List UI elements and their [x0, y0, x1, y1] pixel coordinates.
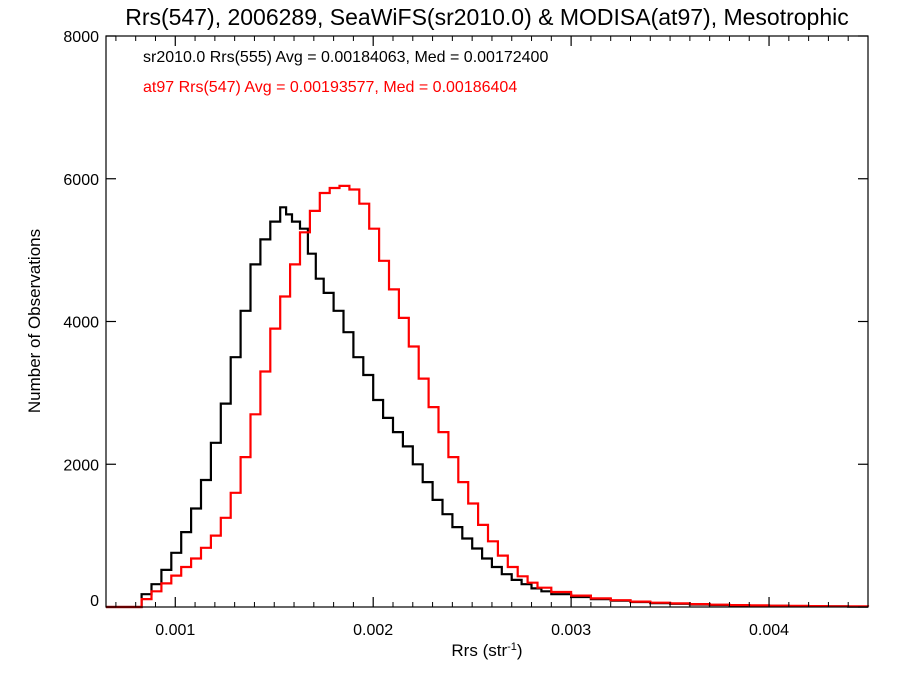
- x-tick-label: 0.003: [551, 622, 591, 639]
- x-axis-label: Rrs (str-1): [451, 641, 522, 660]
- series-layer: [106, 184, 870, 609]
- y-tick-label: 8000: [63, 29, 99, 46]
- x-axis-ticks: 0.001 0.002 0.003 0.004: [115, 36, 869, 639]
- x-axis-label-suffix: ): [517, 641, 523, 660]
- y-tick-label: 2000: [63, 457, 99, 474]
- y-tick-label: 4000: [63, 315, 99, 332]
- x-axis-label-main: Rrs (str: [451, 641, 507, 660]
- x-axis-label-sup: -1: [507, 641, 517, 653]
- x-tick-label: 0.004: [749, 622, 789, 639]
- y-axis-label: Number of Observations: [25, 229, 44, 413]
- x-tick-label: 0.002: [353, 622, 393, 639]
- y-tick-label: 0: [90, 593, 99, 610]
- series-line-black: [106, 206, 868, 609]
- x-tick-label: 0.001: [155, 622, 195, 639]
- y-tick-label: 6000: [63, 172, 99, 189]
- series-line-red: [106, 184, 870, 609]
- annotation-black: sr2010.0 Rrs(555) Avg = 0.00184063, Med …: [143, 49, 548, 66]
- chart-title: Rrs(547), 2006289, SeaWiFS(sr2010.0) & M…: [125, 4, 849, 30]
- y-axis-ticks: 0 2000 4000 6000 8000: [63, 29, 868, 610]
- annotation-red: at97 Rrs(547) Avg = 0.00193577, Med = 0.…: [143, 79, 517, 96]
